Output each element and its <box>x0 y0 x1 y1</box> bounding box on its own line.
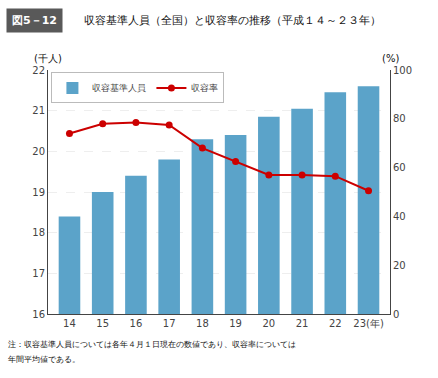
svg-text:(千人): (千人) <box>34 53 62 64</box>
svg-text:年間平均値である。: 年間平均値である。 <box>8 355 80 364</box>
svg-text:80: 80 <box>393 113 406 124</box>
svg-text:注：収容基準人員については各年４月１日現在の数値であり、収容: 注：収容基準人員については各年４月１日現在の数値であり、収容率については <box>8 340 296 349</box>
svg-text:17: 17 <box>32 268 45 279</box>
svg-text:19: 19 <box>229 318 242 329</box>
svg-text:図5－12: 図5－12 <box>12 14 57 27</box>
svg-text:22: 22 <box>32 65 45 76</box>
svg-text:16: 16 <box>32 309 45 320</box>
svg-text:17: 17 <box>163 318 176 329</box>
svg-text:(%): (%) <box>382 53 399 64</box>
svg-text:16: 16 <box>130 318 143 329</box>
svg-text:14: 14 <box>63 318 76 329</box>
svg-text:40: 40 <box>393 211 406 222</box>
svg-text:21: 21 <box>32 105 45 116</box>
svg-text:18: 18 <box>196 318 209 329</box>
svg-text:収容基準人員（全国）と収容率の推移（平成１４～２３年）: 収容基準人員（全国）と収容率の推移（平成１４～２３年） <box>84 14 381 26</box>
svg-text:23(年): 23(年) <box>353 318 384 329</box>
svg-text:20: 20 <box>393 260 406 271</box>
svg-text:60: 60 <box>393 162 406 173</box>
svg-text:22: 22 <box>329 318 342 329</box>
svg-text:0: 0 <box>393 309 399 320</box>
svg-text:収容基準人員: 収容基準人員 <box>92 83 146 93</box>
svg-text:20: 20 <box>262 318 275 329</box>
svg-text:100: 100 <box>393 65 412 76</box>
svg-text:20: 20 <box>32 146 45 157</box>
svg-text:19: 19 <box>32 187 45 198</box>
svg-text:15: 15 <box>96 318 109 329</box>
svg-text:21: 21 <box>296 318 309 329</box>
svg-text:収容率: 収容率 <box>191 83 218 93</box>
svg-text:18: 18 <box>32 227 45 238</box>
